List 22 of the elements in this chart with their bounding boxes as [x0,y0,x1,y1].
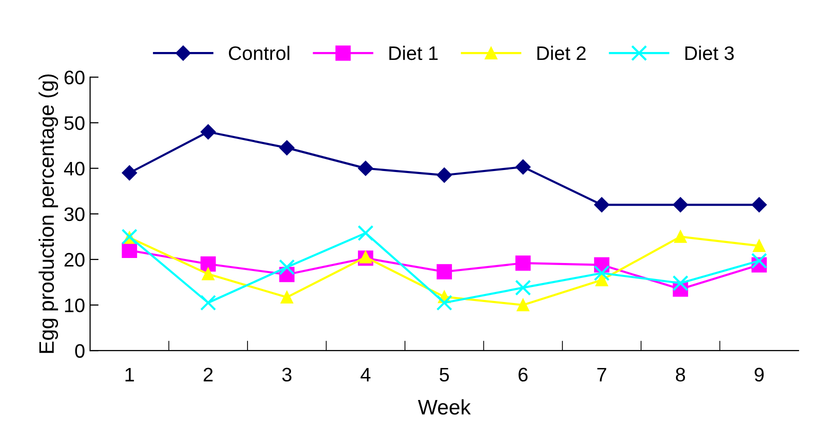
legend-label: Control [228,46,290,60]
x-tick-label: 7 [597,368,606,382]
legend-label: Diet 3 [685,46,734,60]
x-tick-label: 3 [282,368,292,382]
y-axis-title: Egg production percentage (g) [38,74,58,353]
y-tick-label: 30 [64,207,84,222]
x-axis-title: Week [418,399,471,415]
y-tick-label: 60 [64,70,84,84]
y-tick-label: 50 [64,116,84,130]
y-tick-label: 20 [64,252,84,267]
x-tick-label: 8 [676,368,686,382]
y-tick-label: 40 [64,162,84,176]
x-tick-label: 2 [204,368,213,382]
x-tick-label: 6 [518,368,528,382]
y-tick-label: 10 [65,298,84,312]
x-tick-label: 5 [440,368,449,382]
legend-label: Diet 1 [389,46,438,60]
x-tick-label: 9 [754,368,764,382]
legend-label: Diet 2 [537,46,586,60]
y-tick-label: 0 [75,344,84,358]
x-tick-label: 1 [126,368,134,382]
x-tick-label: 4 [360,368,370,382]
